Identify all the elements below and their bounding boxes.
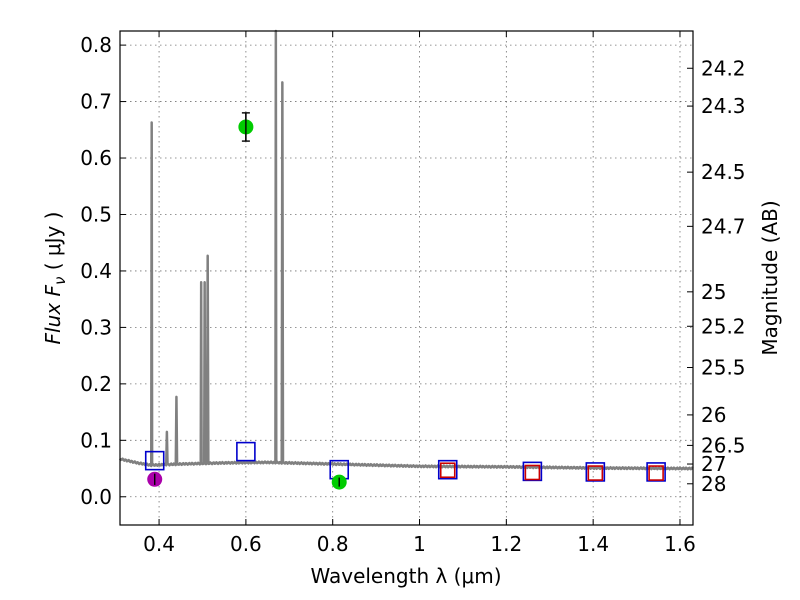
- square-marker: [524, 464, 541, 481]
- model-spectrum: [118, 29, 694, 471]
- y-axis-label-sub: ν: [51, 277, 69, 285]
- square-marker: [144, 450, 165, 471]
- y2-axis-label: Magnitude (AB): [758, 200, 782, 355]
- square-marker: [585, 462, 606, 482]
- y-axis-label-main: Flux F: [41, 285, 65, 345]
- x-tick-label: 1: [413, 532, 426, 556]
- x-tick-label: 1.6: [664, 532, 696, 556]
- mag-tick-label: 24.5: [701, 160, 746, 184]
- mag-tick-label: 24.2: [701, 56, 746, 80]
- x-tick-label: 1.2: [490, 532, 522, 556]
- mag-tick-label: 25.2: [701, 314, 746, 338]
- y-tick-label: 0.0: [80, 485, 112, 509]
- data-series: [144, 112, 666, 490]
- y-tick-label: 0.7: [80, 90, 112, 114]
- grid: [120, 31, 693, 525]
- square-marker: [646, 462, 666, 482]
- x-tick-label: 0.6: [230, 532, 262, 556]
- plot-frame: [119, 30, 694, 526]
- square-marker: [437, 459, 458, 480]
- y-tick-label: 0.8: [80, 33, 112, 57]
- y-axis-label-unit: ( μJy ): [41, 212, 65, 277]
- y-tick-label: 0.2: [80, 372, 112, 396]
- y-tick-label: 0.3: [80, 315, 112, 339]
- y-axis-label: Flux Fν ( μJy ): [41, 212, 69, 345]
- mag-tick-label: 25: [701, 280, 726, 304]
- y-tick-label: 0.6: [80, 146, 112, 170]
- mag-tick-label: 24.3: [701, 94, 746, 118]
- square-marker: [587, 465, 604, 481]
- square-marker: [522, 461, 543, 482]
- x-tick-label: 0.8: [317, 532, 349, 556]
- mag-tick-label: 27: [701, 452, 726, 476]
- x-tick-label: 0.4: [143, 532, 175, 556]
- mag-tick-label: 25.5: [701, 355, 746, 379]
- y-tick-label: 0.1: [80, 428, 112, 452]
- square-marker: [648, 465, 664, 481]
- spectrum-line: [118, 29, 694, 471]
- mag-tick-label: 26.5: [701, 433, 746, 457]
- x-tick-label: 1.4: [577, 532, 609, 556]
- square-marker: [236, 441, 256, 462]
- square-marker: [439, 462, 456, 479]
- y-tick-label: 0.4: [80, 259, 112, 283]
- mag-tick-label: 24.7: [701, 214, 746, 238]
- y-tick-label: 0.5: [80, 202, 112, 226]
- x-axis-label: Wavelength λ (μm): [310, 564, 501, 588]
- plot-background: [120, 31, 693, 525]
- mag-tick-label: 28: [701, 472, 726, 496]
- mag-tick-label: 26: [701, 403, 726, 427]
- ticks: 0.4 0.6 0.8 1 1.2 1.4 1.6 0.0 0.1 0.2 0.3 0.4 0.5 0.6…: [80, 31, 746, 556]
